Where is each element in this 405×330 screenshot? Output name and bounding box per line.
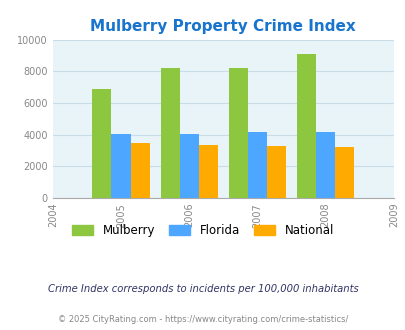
Bar [247,132,266,198]
Bar [228,68,247,198]
Bar [160,68,179,198]
Bar [92,89,111,198]
Bar [315,132,335,198]
Bar [296,54,315,198]
Bar [198,145,217,198]
Bar [130,143,149,198]
Title: Mulberry Property Crime Index: Mulberry Property Crime Index [90,19,355,34]
Text: © 2025 CityRating.com - https://www.cityrating.com/crime-statistics/: © 2025 CityRating.com - https://www.city… [58,315,347,324]
Bar [179,134,198,198]
Bar [335,147,354,198]
Bar [111,134,130,198]
Text: Crime Index corresponds to incidents per 100,000 inhabitants: Crime Index corresponds to incidents per… [47,284,358,294]
Legend: Mulberry, Florida, National: Mulberry, Florida, National [67,219,338,242]
Bar [266,146,286,198]
